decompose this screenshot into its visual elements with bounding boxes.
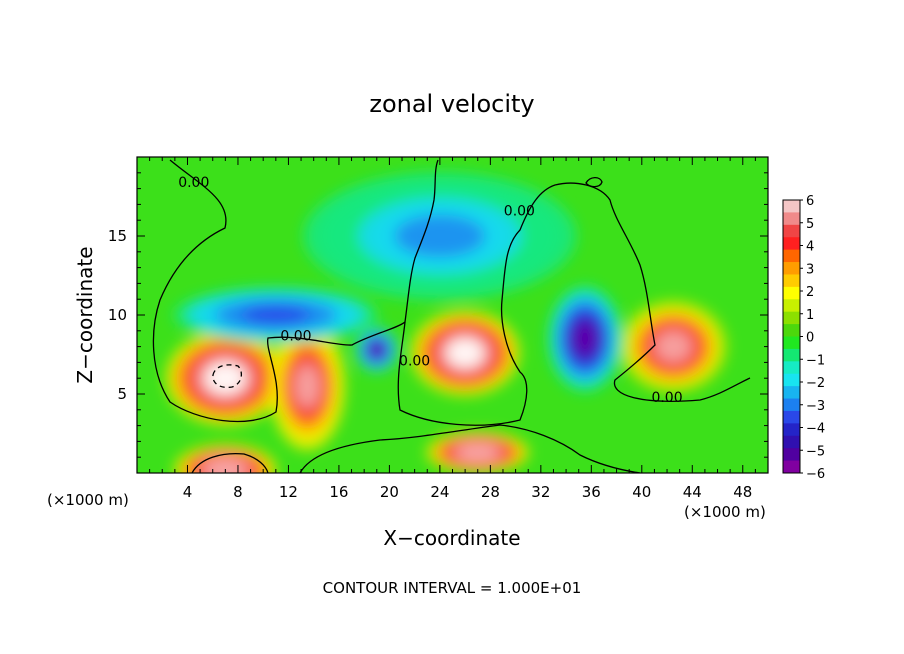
colorbar-label: −3 bbox=[806, 399, 825, 414]
field-feature-2 bbox=[269, 322, 345, 451]
colorbar-label: −5 bbox=[806, 444, 825, 459]
colorbar-label: −4 bbox=[806, 422, 825, 437]
colorbar-label: 6 bbox=[806, 194, 814, 209]
x-tick-label: 44 bbox=[683, 483, 702, 501]
x-tick-label: 4 bbox=[183, 483, 193, 501]
colorbar-swatch bbox=[783, 410, 800, 424]
field-feature-7 bbox=[356, 328, 398, 372]
field-level bbox=[294, 364, 320, 408]
colorbar-label: 2 bbox=[806, 285, 814, 300]
field-level bbox=[205, 362, 246, 394]
colorbar-label: 5 bbox=[806, 217, 814, 232]
contour-label: 0.00 bbox=[504, 203, 535, 219]
x-unit-left: (×1000 m) bbox=[47, 491, 129, 509]
x-unit-right: (×1000 m) bbox=[684, 503, 766, 521]
colorbar-label: 0 bbox=[806, 331, 814, 346]
colorbar-swatch bbox=[783, 423, 800, 437]
colorbar-label: −2 bbox=[806, 376, 825, 391]
y-tick-label: 5 bbox=[117, 385, 127, 403]
colorbar bbox=[782, 199, 801, 474]
y-tick-label: 15 bbox=[108, 227, 127, 245]
x-tick-label: 32 bbox=[531, 483, 550, 501]
colorbar-swatch bbox=[783, 361, 800, 375]
colorbar-swatch bbox=[783, 336, 800, 350]
field-feature-3 bbox=[410, 310, 520, 396]
field-feature-8 bbox=[547, 285, 623, 393]
x-tick-label: 36 bbox=[582, 483, 601, 501]
field-level bbox=[208, 461, 243, 473]
x-tick-label: 24 bbox=[430, 483, 449, 501]
contour-label: 0.00 bbox=[399, 354, 430, 370]
y-tick-label: 10 bbox=[108, 306, 127, 324]
colorbar-swatch bbox=[783, 262, 800, 275]
colorbar-swatch bbox=[783, 348, 800, 362]
colorbar-swatch bbox=[783, 435, 800, 449]
field-feature-5 bbox=[174, 444, 277, 473]
colorbar-swatch bbox=[783, 286, 800, 300]
field-level bbox=[369, 342, 384, 357]
y-axis-ticks: 5 10 15 bbox=[108, 172, 768, 458]
colorbar-label: 4 bbox=[806, 240, 814, 255]
colorbar-swatch bbox=[783, 237, 800, 251]
field-feature-1 bbox=[165, 331, 285, 426]
x-axis-ticks: 4 8 12 16 20 24 28 32 36 40 44 48 bbox=[149, 157, 756, 501]
colorbar-labels: 6 5 4 3 2 1 0 −1 −2 −3 −4 −5 −6 bbox=[800, 194, 825, 482]
colorbar-swatch bbox=[783, 386, 800, 399]
colorbar-swatch bbox=[783, 311, 800, 325]
field-feature-10 bbox=[303, 172, 577, 300]
colorbar-swatch bbox=[783, 200, 800, 213]
x-tick-label: 28 bbox=[481, 483, 500, 501]
field-level bbox=[655, 330, 692, 363]
zero-contour-mid bbox=[397, 182, 751, 426]
contour-labels: 0.00 0.00 0.00 0.00 0.00 bbox=[178, 175, 682, 406]
colorbar-label: −1 bbox=[806, 353, 825, 368]
colorbar-swatch bbox=[783, 324, 800, 337]
field-level bbox=[572, 320, 598, 357]
plot-area: 0.000.000.000.000.00 4 8 12 16 20 24 28 32 36 40 4… bbox=[108, 156, 769, 501]
field-feature-4 bbox=[618, 299, 728, 394]
field-level bbox=[460, 445, 495, 460]
small-contour-bottom bbox=[191, 452, 269, 473]
small-contour-left bbox=[212, 364, 243, 389]
field-feature-6 bbox=[426, 431, 529, 473]
contour-label: 0.00 bbox=[651, 390, 682, 406]
colorbar-swatch bbox=[783, 398, 800, 412]
colorbar-swatch bbox=[783, 224, 800, 238]
contour-label: 0.00 bbox=[178, 175, 209, 191]
x-tick-label: 8 bbox=[233, 483, 243, 501]
colorbar-label: 3 bbox=[806, 262, 814, 277]
contour-label: 0.00 bbox=[280, 328, 311, 344]
contour-interval-footer: CONTOUR INTERVAL = 1.000E+01 bbox=[323, 579, 582, 597]
colorbar-swatch bbox=[783, 299, 800, 313]
field-feature-9 bbox=[173, 287, 379, 343]
x-axis-label: X−coordinate bbox=[383, 526, 520, 550]
chart-title: zonal velocity bbox=[369, 90, 534, 118]
colorbar-label: 1 bbox=[806, 308, 814, 323]
zero-contour-bottom bbox=[299, 424, 641, 473]
x-tick-label: 48 bbox=[733, 483, 752, 501]
colorbar-swatch bbox=[783, 212, 800, 226]
colorbar-swatch bbox=[783, 460, 800, 474]
field-level bbox=[446, 338, 484, 368]
y-axis-label: Z−coordinate bbox=[73, 246, 97, 383]
small-contour-top bbox=[585, 176, 603, 188]
field-level bbox=[394, 214, 486, 258]
x-tick-label: 16 bbox=[329, 483, 348, 501]
colorbar-swatch bbox=[783, 448, 800, 461]
colorbar-swatch bbox=[783, 373, 800, 387]
zero-contour-lines bbox=[152, 159, 751, 473]
colorbar-swatch bbox=[783, 249, 800, 263]
x-tick-label: 12 bbox=[279, 483, 298, 501]
velocity-field bbox=[137, 157, 768, 473]
x-tick-label: 20 bbox=[380, 483, 399, 501]
colorbar-swatch bbox=[783, 274, 800, 288]
x-tick-label: 40 bbox=[632, 483, 651, 501]
field-level bbox=[241, 305, 310, 325]
zero-contour-left bbox=[152, 159, 439, 423]
colorbar-label: −6 bbox=[806, 467, 825, 482]
